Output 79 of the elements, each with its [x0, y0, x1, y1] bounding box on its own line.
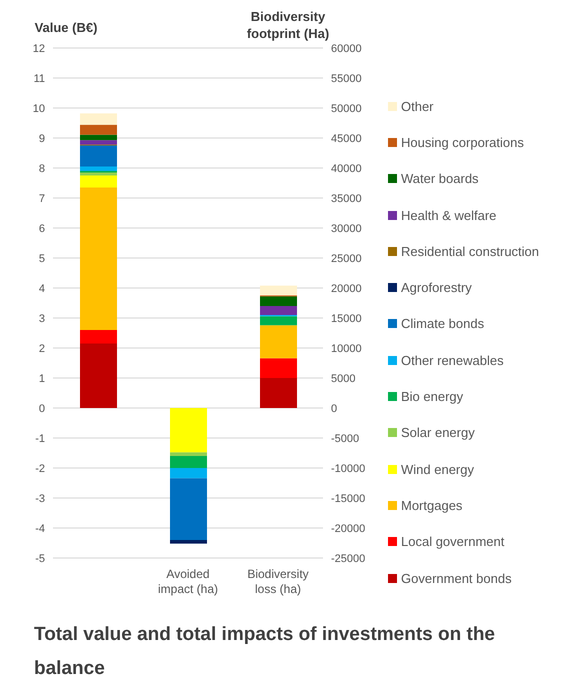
legend-label: Mortgages — [401, 498, 462, 513]
y-tick-label: 1 — [38, 372, 45, 385]
bar — [80, 176, 117, 188]
bar — [170, 408, 207, 452]
y-tick-label: 5 — [38, 252, 45, 265]
bar — [80, 124, 117, 135]
y-tick-label: -3 — [35, 492, 45, 505]
bar — [170, 456, 207, 468]
y2-tick-label: 50000 — [331, 102, 362, 115]
legend-label: Government bonds — [401, 570, 512, 586]
y-tick-label: 0 — [38, 402, 45, 415]
y-axis-title: Value (B€) — [34, 20, 98, 35]
y-tick-label: 4 — [38, 282, 45, 295]
legend-label: Agroforestry — [401, 280, 472, 296]
y2-axis-title: Biodiversity footprint (Ha) — [246, 8, 330, 42]
bar — [260, 358, 297, 378]
y2-tick-label: 40000 — [331, 162, 362, 175]
y2-tick-label: 15000 — [331, 312, 362, 325]
y-tick-label: -1 — [35, 432, 45, 445]
bar — [260, 325, 297, 358]
bar — [80, 166, 117, 171]
legend-label: Other — [401, 98, 434, 114]
y-tick-label: -5 — [35, 552, 45, 565]
y-tick-label: 11 — [34, 72, 45, 85]
y2-tick-label: -10000 — [331, 462, 366, 475]
bar — [80, 330, 117, 344]
y2-tick-label: -20000 — [331, 522, 366, 535]
y2-tick-label: 5000 — [331, 372, 356, 385]
x-tick-label: Avoided impact (ha) — [158, 567, 218, 596]
legend-label: Housing corporations — [401, 134, 524, 150]
legend-label: Local government — [401, 534, 504, 550]
legend-label: Other renewables — [401, 352, 504, 368]
bar — [80, 113, 117, 125]
x-tick-label: Biodiversity loss (ha) — [247, 567, 309, 596]
y2-tick-label: 35000 — [331, 192, 362, 205]
y2-tick-label: 0 — [331, 402, 338, 415]
y-tick-label: 9 — [38, 132, 45, 145]
legend-label: Water boards — [401, 171, 479, 186]
legend-label: Solar energy — [401, 425, 475, 440]
y2-tick-label: -25000 — [331, 552, 366, 565]
y-tick-label: 6 — [38, 222, 45, 235]
legend-label: Bio energy — [401, 389, 464, 404]
bar — [80, 344, 117, 408]
legend-label: Wind energy — [401, 462, 474, 477]
bar — [80, 140, 117, 145]
bar — [260, 378, 297, 408]
y-tick-label: 8 — [38, 162, 45, 175]
bar — [170, 478, 207, 540]
y2-tick-label: 30000 — [331, 222, 362, 235]
y-tick-label: 10 — [32, 102, 45, 115]
y2-tick-label: 60000 — [331, 42, 362, 55]
y-tick-label: 12 — [32, 42, 45, 55]
bar — [80, 172, 117, 176]
bar — [260, 306, 297, 315]
bar — [170, 468, 207, 478]
y2-tick-label: 55000 — [331, 72, 362, 85]
y2-tick-label: -5000 — [331, 432, 360, 445]
y-tick-label: 3 — [38, 312, 45, 325]
y2-tick-label: 10000 — [331, 342, 362, 355]
bar — [80, 188, 117, 330]
legend-label: Health & welfare — [401, 208, 496, 223]
y2-tick-label: -15000 — [331, 492, 366, 505]
y-tick-label: 7 — [38, 192, 45, 205]
y-tick-label: -2 — [35, 462, 45, 475]
bar — [80, 134, 117, 140]
y-tick-label: -4 — [35, 522, 45, 535]
text: Total value and total impacts of investments on the balance — [34, 623, 496, 681]
y2-tick-label: 45000 — [331, 132, 362, 145]
bar — [260, 316, 297, 326]
bar — [80, 146, 117, 166]
legend-label: Climate bonds — [401, 316, 484, 332]
bar — [170, 452, 207, 456]
bar — [260, 296, 297, 306]
legend-label: Residential construction — [401, 244, 540, 259]
y2-tick-label: 25000 — [331, 252, 362, 265]
bar — [170, 540, 207, 544]
y-tick-label: 2 — [38, 342, 45, 355]
bar — [260, 286, 297, 296]
y2-tick-label: 20000 — [331, 282, 362, 295]
